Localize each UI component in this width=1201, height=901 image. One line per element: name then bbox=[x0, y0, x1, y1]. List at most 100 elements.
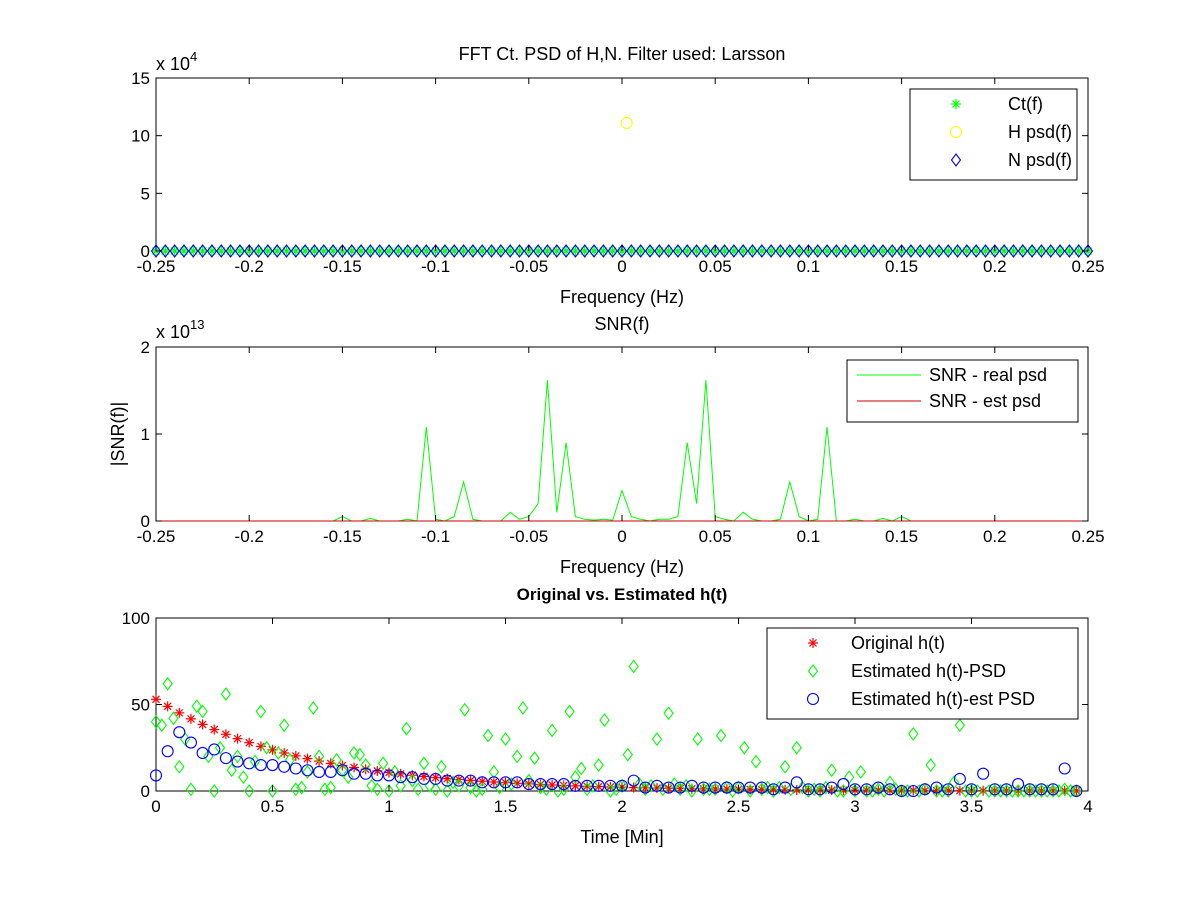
psd-ytick-label: 10 bbox=[131, 127, 150, 146]
psd-point bbox=[402, 246, 413, 256]
ht-point bbox=[720, 781, 733, 794]
psd-ytick-label: 15 bbox=[131, 69, 150, 88]
psd-point bbox=[620, 116, 633, 130]
psd-legend-label: H psd(f) bbox=[1008, 122, 1072, 142]
psd-point bbox=[244, 244, 255, 258]
psd-point bbox=[523, 244, 534, 258]
psd-xtick-label: 0.25 bbox=[1071, 257, 1104, 276]
psd-point bbox=[961, 246, 972, 256]
psd-point bbox=[980, 244, 991, 258]
psd-point bbox=[551, 244, 562, 258]
psd-xtick-label: 0 bbox=[617, 257, 626, 276]
psd-point bbox=[821, 244, 833, 258]
psd-point bbox=[952, 244, 963, 258]
ht-legend-label: Estimated h(t)-est PSD bbox=[851, 689, 1035, 709]
ht-point bbox=[452, 774, 465, 787]
ht-point bbox=[220, 687, 232, 702]
psd-ytick-label: 0 bbox=[141, 242, 150, 261]
psd-point bbox=[747, 244, 758, 258]
ht-point bbox=[634, 777, 645, 791]
ht-ytick-label: 50 bbox=[131, 696, 150, 715]
snr-title: SNR(f) bbox=[595, 314, 650, 334]
psd-point bbox=[449, 246, 460, 256]
psd-point bbox=[272, 246, 283, 256]
ht-point bbox=[324, 765, 337, 779]
psd-point bbox=[905, 246, 916, 256]
ht-point bbox=[890, 782, 901, 797]
snr-xtick-label: -0.25 bbox=[137, 527, 176, 546]
ht-point bbox=[669, 777, 680, 791]
ht-point bbox=[464, 774, 477, 787]
ht-point bbox=[441, 774, 454, 787]
psd-point bbox=[290, 244, 301, 258]
ht-point bbox=[453, 778, 465, 793]
ht-point bbox=[570, 770, 581, 785]
ht-point bbox=[715, 728, 727, 743]
snr-legend-label: SNR - real psd bbox=[929, 365, 1047, 385]
psd-point bbox=[449, 244, 460, 258]
snr-xlabel: Frequency (Hz) bbox=[560, 557, 684, 577]
psd-point bbox=[850, 246, 860, 256]
ht-point bbox=[913, 784, 925, 798]
psd-point bbox=[728, 246, 739, 256]
psd-point bbox=[542, 244, 553, 258]
psd-point bbox=[374, 246, 385, 256]
ht-point bbox=[319, 782, 331, 797]
snr-xtick-label: -0.2 bbox=[235, 527, 264, 546]
psd-point bbox=[887, 246, 898, 256]
psd-xlabel: Frequency (Hz) bbox=[560, 287, 684, 307]
ht-point bbox=[779, 759, 791, 774]
snr-exponent: 13 bbox=[190, 317, 204, 332]
ht-point bbox=[395, 768, 406, 779]
psd-point bbox=[840, 244, 851, 258]
ht-xtick-label: 4 bbox=[1083, 797, 1092, 816]
ht-point bbox=[401, 721, 412, 736]
ht-point bbox=[354, 747, 366, 762]
ht-point bbox=[488, 765, 500, 779]
ht-point bbox=[902, 784, 913, 798]
psd-point bbox=[234, 246, 245, 256]
psd-point bbox=[411, 246, 422, 256]
ht-point bbox=[482, 728, 494, 743]
psd-point bbox=[915, 246, 926, 256]
psd-point bbox=[588, 244, 600, 258]
snr-legend-label: SNR - est psd bbox=[929, 391, 1041, 411]
psd-point bbox=[560, 244, 572, 258]
ht-point bbox=[1070, 784, 1083, 798]
ht-point bbox=[174, 759, 185, 774]
ht-point bbox=[697, 781, 710, 794]
ht-point bbox=[209, 784, 220, 798]
psd-point bbox=[933, 246, 944, 256]
ht-point bbox=[849, 784, 861, 798]
psd-point bbox=[1045, 244, 1056, 258]
psd-ytick-label: 5 bbox=[141, 184, 150, 203]
snr-legend-box bbox=[846, 359, 1079, 423]
ht-point bbox=[209, 724, 220, 735]
ht-point bbox=[674, 781, 687, 794]
psd-point bbox=[188, 244, 199, 258]
ht-legend-marker bbox=[807, 664, 819, 678]
ht-point bbox=[774, 780, 785, 795]
psd-point bbox=[253, 244, 264, 258]
ht-point bbox=[243, 757, 256, 770]
ht-ytick-label: 100 bbox=[122, 609, 150, 628]
ht-point bbox=[744, 781, 757, 794]
ht-point bbox=[149, 769, 163, 782]
psd-point bbox=[700, 244, 712, 258]
ht-point bbox=[820, 780, 832, 795]
ht-point bbox=[943, 784, 954, 798]
snr-xtick-label: 0.15 bbox=[885, 527, 918, 546]
ht-point bbox=[627, 774, 640, 787]
ht-legend-marker bbox=[808, 638, 818, 648]
psd-point bbox=[663, 246, 674, 256]
psd-point bbox=[598, 246, 609, 256]
ht-xtick-label: 1 bbox=[384, 797, 393, 816]
ht-point bbox=[797, 780, 808, 795]
ht-legend-marker bbox=[806, 692, 820, 706]
ht-point bbox=[347, 767, 361, 780]
ht-point bbox=[977, 767, 990, 780]
psd-point bbox=[384, 246, 394, 256]
psd-point bbox=[849, 244, 861, 258]
ht-point bbox=[523, 778, 534, 789]
ht-point bbox=[430, 782, 441, 797]
